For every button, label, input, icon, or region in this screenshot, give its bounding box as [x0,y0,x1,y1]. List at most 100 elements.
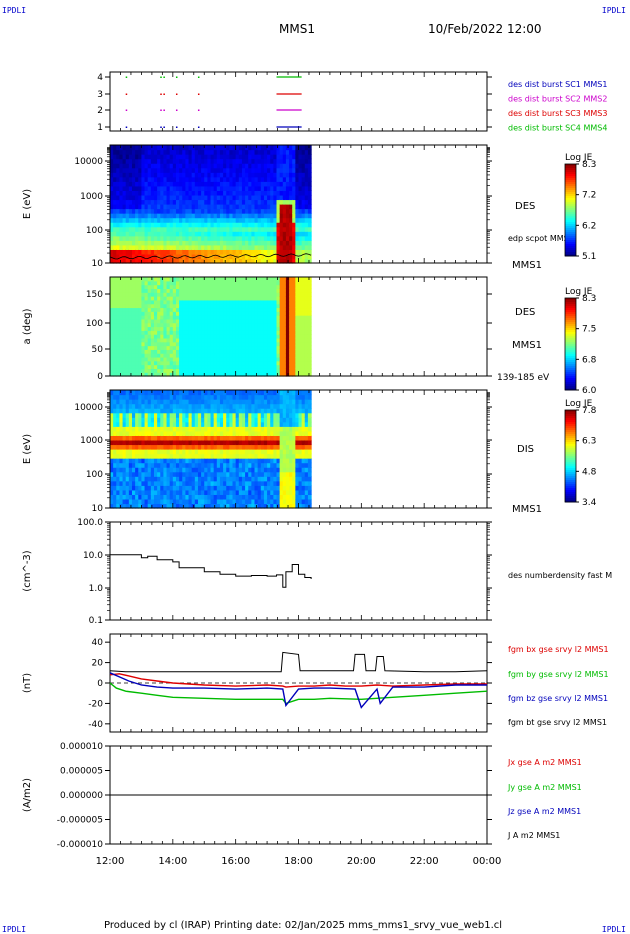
des-energy-cell [282,158,287,164]
des-pitch-cell [125,303,130,309]
dis-energy-cell [131,408,136,414]
des-energy-cell [182,163,186,169]
des-pitch-cell [223,353,227,358]
des-energy-cell [251,244,256,250]
des-pitch-cell [232,368,237,373]
des-energy-cell [110,163,114,169]
dis-energy-cell [226,390,230,396]
dis-energy-cell [188,399,193,405]
des-energy-cell [226,194,230,201]
dis-energy-cell [141,399,146,405]
des-pitch-cell [213,356,218,362]
des-energy-cell [191,172,196,178]
burst-dot [160,76,162,78]
dis-energy-cell [122,435,127,441]
dis-energy-cell [163,430,168,436]
des-pitch-cell [235,360,240,366]
des-pitch-cell [160,360,165,366]
des-pitch-cell [172,280,177,286]
des-pitch-cell [179,364,183,369]
des-energy-cell [160,208,165,214]
des-pitch-cell [122,334,127,339]
des-energy-cell [197,240,202,246]
des-energy-cell [110,199,114,205]
des-pitch-cell [207,296,212,301]
des-pitch-cell [160,334,165,339]
des-pitch-cell [248,299,252,305]
des-pitch-cell [113,303,117,309]
des-energy-cell [282,176,287,182]
des-pitch-cell [113,360,117,366]
dis-energy-cell [135,399,139,405]
dis-energy-cell [235,485,240,491]
des-energy-cell [229,213,234,219]
des-pitch-cell [160,315,165,320]
dis-energy-cell [182,458,186,464]
des-energy-cell [188,231,193,237]
des-energy-cell [144,235,149,241]
des-energy-cell [254,154,259,160]
des-energy-cell [301,244,306,250]
des-pitch-cell [279,326,284,331]
des-energy-colorbar-swatch [565,226,576,229]
des-pitch-cell [304,341,309,347]
dis-energy-cell [160,439,165,446]
des-energy-cell [113,258,117,264]
dis-energy-cell [213,498,218,505]
des-energy-cell [282,204,287,210]
des-energy-cell [128,181,133,187]
dis-energy-cell [223,403,227,409]
des-pitch-cell [307,288,312,293]
des-energy-cell [282,240,287,246]
des-pitch-cell [172,349,177,354]
des-pitch-cell [135,337,139,343]
dis-energy-cell [160,444,165,450]
des-energy-cell [238,199,243,205]
des-pitch-cell [229,277,234,282]
des-energy-cell [188,244,193,250]
des-energy-cell [179,244,183,250]
dis-energy-cell [172,403,177,409]
des-pitch-cell [185,337,190,343]
des-energy-cell [150,185,155,191]
des-energy-cell [248,208,252,214]
des-energy-cell [276,172,281,178]
des-energy-cell [125,158,130,164]
des-energy-cell [235,240,240,246]
dis-energy-cell [238,476,243,482]
des-pitch-cell [307,330,312,335]
des-pitch-cell [292,341,296,347]
dis-energy-cell [175,408,180,414]
des-energy-cell [160,181,165,187]
dis-energy-cell [175,458,180,464]
des-energy-cell [175,244,180,250]
des-energy-cell [210,208,215,214]
des-energy-cell [179,145,183,151]
dis-energy-cell [179,403,183,409]
dis-energy-cell [138,390,143,396]
dis-energy-cell [216,476,221,482]
des-pitch-cell [119,372,124,377]
des-pitch-cell [245,330,249,335]
des-pitch-cell [260,341,265,347]
dis-energy-cell [116,471,121,477]
des-energy-cell [273,258,278,264]
des-pitch-cell [194,296,199,301]
des-energy-cell [273,167,278,173]
des-energy-cell [298,235,303,241]
des-energy-cell [219,190,224,196]
des-energy-cell [110,154,114,160]
dis-energy-cell [160,408,165,414]
dis-energy-cell [175,489,180,495]
dis-energy-cell [147,408,152,414]
des-energy-cell [175,253,180,260]
des-energy-cell [185,158,190,164]
des-energy-cell [125,163,130,169]
des-energy-cell [289,235,293,241]
des-pitch-cell [157,322,161,328]
des-energy-cell [194,244,199,250]
des-energy-cell [182,249,186,255]
dis-energy-cell [169,494,174,500]
des-pitch-cell [175,296,180,301]
des-energy-cell [248,172,252,178]
